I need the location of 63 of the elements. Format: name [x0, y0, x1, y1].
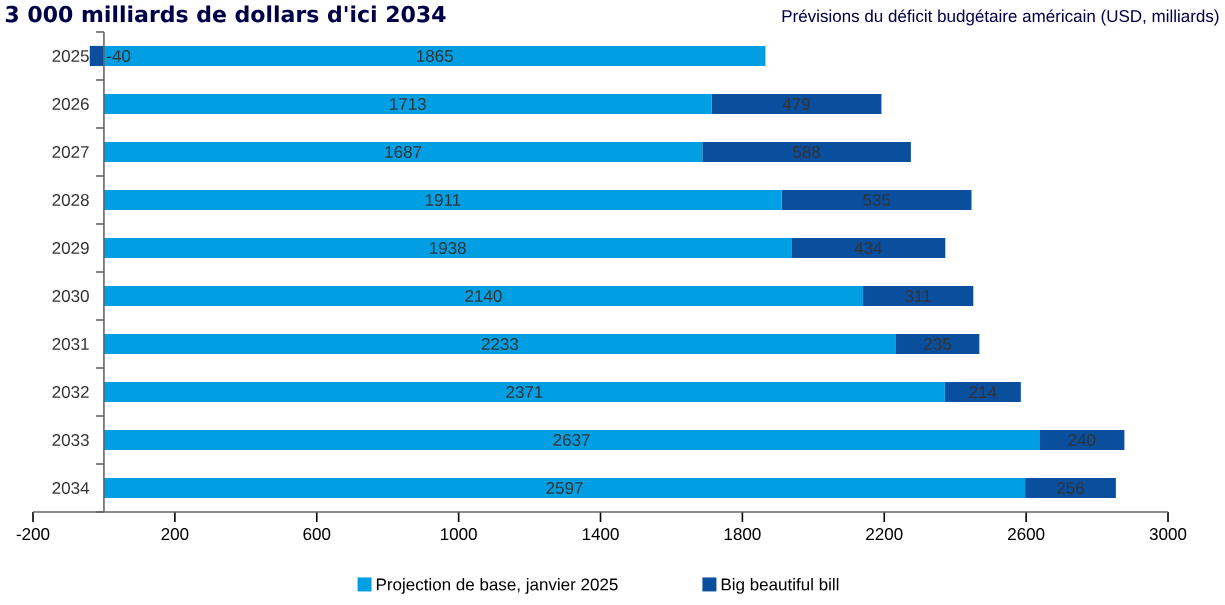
y-tick-label: 2033 — [52, 434, 89, 447]
y-tick-label: 2028 — [52, 193, 89, 206]
data-label: 588 — [793, 145, 821, 158]
data-label: 1713 — [390, 97, 426, 110]
bar — [103, 429, 1040, 451]
y-tick-label: 2030 — [52, 289, 89, 303]
legend-label: Projection de base, janvier 2025 — [376, 578, 618, 594]
bar — [103, 477, 1026, 499]
y-tick-label: 2029 — [52, 241, 89, 255]
data-label: 535 — [863, 193, 891, 206]
bar — [944, 381, 1021, 403]
x-tick-label: 1400 — [582, 528, 619, 541]
data-label: 1938 — [430, 241, 466, 255]
bar — [103, 237, 792, 259]
data-label: 2371 — [506, 386, 543, 399]
data-label: 1911 — [425, 193, 461, 206]
bar — [711, 93, 882, 115]
data-label: 2140 — [465, 289, 502, 303]
bar — [702, 141, 911, 163]
bar — [862, 285, 974, 307]
y-tick-label: 2034 — [52, 482, 90, 495]
bar — [103, 381, 945, 403]
data-label: 1687 — [385, 145, 422, 158]
x-tick-label: 600 — [303, 528, 331, 541]
y-tick-label: 2026 — [52, 97, 89, 110]
bar — [895, 333, 980, 355]
x-tick-label: 200 — [161, 528, 189, 541]
data-label: 2233 — [481, 338, 519, 351]
data-label: 256 — [1057, 482, 1084, 495]
bar — [103, 93, 712, 115]
bar — [89, 45, 104, 67]
x-tick-label: 3000 — [1149, 528, 1187, 541]
legend-label: Big beautiful bill — [721, 578, 839, 594]
data-label: 2597 — [546, 482, 583, 495]
bar — [1039, 429, 1125, 451]
x-tick-label: 2200 — [866, 528, 903, 541]
data-label: 235 — [924, 338, 952, 351]
y-tick-label: 2031 — [52, 338, 89, 351]
chart-title: 3 000 milliards de dollars d'ici 2034 — [5, 5, 446, 23]
data-label: 2637 — [553, 434, 590, 447]
y-tick-label: 2032 — [52, 386, 89, 399]
data-label: 434 — [854, 241, 882, 255]
bar — [103, 285, 863, 307]
y-tick-label: 2027 — [52, 145, 89, 158]
data-label: 240 — [1068, 434, 1096, 447]
data-label: 1865 — [417, 49, 453, 62]
data-label: 311 — [905, 289, 931, 303]
x-tick-label: 1000 — [441, 528, 477, 541]
bar — [103, 189, 782, 211]
bar — [103, 333, 896, 355]
bar — [103, 45, 766, 67]
bar — [1025, 477, 1116, 499]
chart-subtitle: Prévisions du déficit budgétaire américain (USD, milliards) — [782, 9, 1219, 26]
bar — [791, 237, 946, 259]
x-tick-label: 2600 — [1008, 528, 1045, 541]
data-label: 214 — [969, 386, 997, 398]
x-tick-label: 1800 — [724, 528, 761, 541]
bar — [781, 189, 972, 211]
data-label: -40 — [107, 49, 131, 62]
x-tick-label: -200 — [16, 528, 50, 541]
data-label: 479 — [782, 97, 810, 110]
bar — [103, 141, 703, 163]
y-tick-label: 2025 — [52, 49, 89, 62]
